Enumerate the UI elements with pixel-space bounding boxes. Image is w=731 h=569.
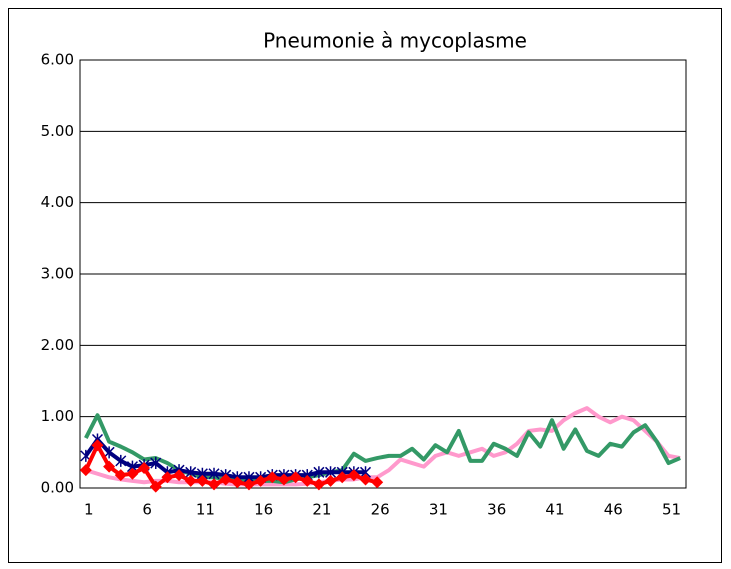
y-tick-label: 6.00 bbox=[41, 51, 74, 69]
marker bbox=[126, 467, 139, 480]
marker bbox=[149, 480, 162, 493]
marker bbox=[289, 471, 302, 484]
series-line bbox=[85, 406, 681, 487]
x-tick-label: 6 bbox=[142, 501, 152, 519]
marker bbox=[79, 464, 92, 477]
marker bbox=[114, 469, 127, 482]
marker bbox=[254, 474, 267, 487]
marker bbox=[184, 474, 197, 487]
marker bbox=[138, 462, 151, 475]
x-tick-label: 51 bbox=[662, 501, 681, 519]
x-tick-label: 16 bbox=[254, 501, 273, 519]
marker bbox=[242, 478, 255, 491]
marker bbox=[336, 471, 349, 484]
marker bbox=[208, 478, 221, 491]
marker bbox=[103, 446, 115, 459]
y-tick-label: 0.00 bbox=[41, 479, 74, 497]
marker bbox=[150, 457, 162, 470]
x-tick-label: 21 bbox=[312, 501, 331, 519]
marker bbox=[277, 473, 290, 486]
marker bbox=[173, 469, 186, 482]
x-tick-label: 11 bbox=[196, 501, 215, 519]
marker bbox=[161, 471, 174, 484]
y-tick-label: 3.00 bbox=[41, 265, 74, 283]
x-tick-label: 26 bbox=[371, 501, 390, 519]
y-tick-label: 2.00 bbox=[41, 336, 74, 354]
marker bbox=[115, 454, 127, 467]
marker bbox=[219, 473, 232, 486]
marker bbox=[196, 474, 209, 487]
marker bbox=[266, 471, 279, 484]
x-tick-label: 1 bbox=[84, 501, 94, 519]
marker bbox=[347, 469, 360, 482]
y-tick-label: 4.00 bbox=[41, 193, 74, 211]
marker bbox=[301, 474, 314, 487]
marker bbox=[91, 439, 104, 452]
marker bbox=[313, 466, 325, 479]
x-tick-label: 31 bbox=[429, 501, 448, 519]
marker bbox=[324, 474, 337, 487]
y-tick-label: 5.00 bbox=[41, 122, 74, 140]
x-tick-label: 46 bbox=[604, 501, 623, 519]
x-tick-label: 36 bbox=[487, 501, 506, 519]
marker bbox=[371, 476, 384, 489]
marker bbox=[103, 460, 116, 473]
y-tick-label: 1.00 bbox=[41, 407, 74, 425]
marker bbox=[231, 476, 244, 489]
marker bbox=[359, 473, 372, 486]
marker bbox=[208, 467, 220, 480]
x-tick-label: 41 bbox=[545, 501, 564, 519]
marker bbox=[312, 478, 325, 491]
chart-title: Pneumonie à mycoplasme bbox=[263, 29, 527, 53]
